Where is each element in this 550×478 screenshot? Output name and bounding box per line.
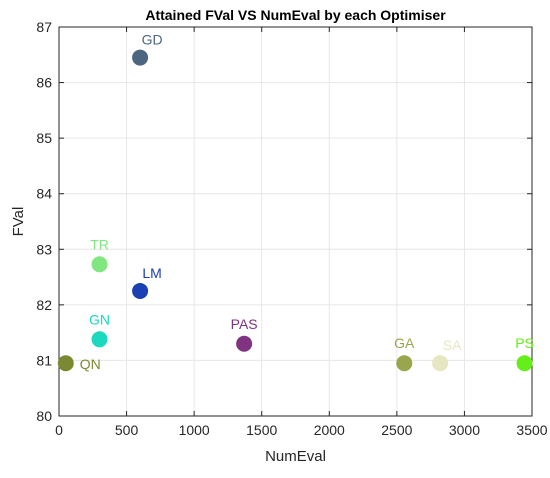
plot-frame bbox=[58, 26, 533, 417]
data-label-ps: PS bbox=[515, 335, 534, 351]
data-label-sa: SA bbox=[443, 337, 462, 353]
y-tick-label: 83 bbox=[36, 241, 52, 257]
x-tick-label: 0 bbox=[55, 422, 63, 438]
y-tick-label: 87 bbox=[36, 19, 52, 35]
data-point-ga bbox=[396, 355, 413, 372]
data-label-pas: PAS bbox=[231, 316, 258, 332]
data-point-gd bbox=[132, 49, 149, 66]
y-axis-label: FVal bbox=[10, 207, 27, 237]
chart-title: Attained FVal VS NumEval by each Optimis… bbox=[145, 7, 446, 23]
plot-area: 0 500 1000 1500 2000 2500 3000 3500 80 81 82 83 84 85… bbox=[36, 19, 547, 438]
x-tick-label: 2000 bbox=[314, 422, 345, 438]
data-label-gn: GN bbox=[89, 311, 110, 327]
data-label-tr: TR bbox=[90, 236, 109, 252]
y-tick-label: 85 bbox=[36, 130, 52, 146]
data-point-tr bbox=[91, 256, 108, 273]
x-tick-label: 3500 bbox=[516, 422, 547, 438]
x-axis-label: NumEval bbox=[265, 448, 326, 465]
x-tick-label: 1000 bbox=[179, 422, 210, 438]
data-point-pas bbox=[236, 335, 253, 352]
y-tick-label: 80 bbox=[36, 408, 52, 424]
y-tick-label: 84 bbox=[36, 186, 52, 202]
data-label-gd: GD bbox=[142, 32, 163, 48]
data-point-qn bbox=[57, 355, 74, 372]
data-point-ps bbox=[516, 355, 533, 372]
x-tick-label: 1500 bbox=[246, 422, 277, 438]
x-tick-label: 500 bbox=[115, 422, 139, 438]
y-tick-label: 86 bbox=[36, 75, 52, 91]
y-tick-label: 82 bbox=[36, 297, 52, 313]
x-tick-label: 2500 bbox=[381, 422, 412, 438]
data-point-gn bbox=[91, 331, 108, 348]
data-label-ga: GA bbox=[394, 335, 415, 351]
data-label-lm: LM bbox=[142, 265, 161, 281]
data-point-sa bbox=[432, 355, 449, 372]
plot-border bbox=[58, 26, 533, 417]
x-tick-label: 3000 bbox=[449, 422, 480, 438]
y-tick-label: 81 bbox=[36, 352, 52, 368]
data-point-lm bbox=[132, 282, 149, 299]
data-label-qn: QN bbox=[80, 356, 101, 372]
